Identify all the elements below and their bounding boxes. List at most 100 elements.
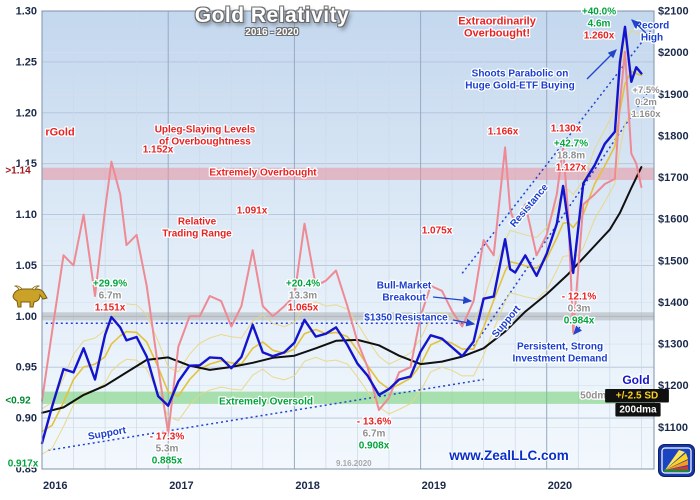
svg-text:$1500: $1500: [658, 255, 689, 267]
website-watermark: www.ZealLLC.com: [449, 448, 569, 463]
svg-text:Persistent, Strong: Persistent, Strong: [517, 342, 603, 353]
correction-stats-2020: - 12.1%0.3m0.984x: [560, 290, 597, 328]
svg-text:$1700: $1700: [658, 172, 689, 184]
svg-text:6.7m: 6.7m: [363, 429, 386, 440]
svg-text:$1800: $1800: [658, 130, 689, 142]
svg-text:1.091x: 1.091x: [237, 206, 268, 217]
svg-text:<0.92: <0.92: [5, 396, 31, 407]
svg-text:50dma: 50dma: [580, 391, 612, 402]
svg-text:4.6m: 4.6m: [588, 19, 611, 30]
svg-text:Trading Range: Trading Range: [162, 229, 232, 240]
start-value: 0.917x: [6, 457, 40, 471]
svg-text:$1100: $1100: [658, 422, 688, 434]
extremely-overbought: Extremely Overbought: [208, 166, 319, 180]
svg-text:0.3m: 0.3m: [568, 304, 591, 315]
svg-text:2017: 2017: [169, 480, 193, 492]
legend-sd-band: +/-2.5 SD: [605, 389, 669, 403]
peak-1130: 1.130x: [549, 122, 583, 136]
upleg-stats-aug2020: +40.0%4.6m1.260x: [581, 5, 618, 43]
svg-text:+29.9%: +29.9%: [93, 279, 127, 290]
svg-text:1.00: 1.00: [16, 311, 37, 323]
svg-text:1.127x: 1.127x: [556, 163, 587, 174]
svg-text:$2000: $2000: [658, 47, 689, 59]
svg-text:0.90: 0.90: [16, 413, 37, 425]
svg-text:Extraordinarily: Extraordinarily: [458, 15, 537, 27]
peak-1091: 1.091x: [235, 204, 269, 218]
svg-text:Investment Demand: Investment Demand: [512, 354, 607, 365]
svg-text:Gold: Gold: [622, 373, 649, 387]
extremely-oversold: Extremely Oversold: [218, 395, 315, 409]
svg-text:1.25: 1.25: [16, 56, 37, 68]
svg-text:0.2m: 0.2m: [635, 97, 657, 108]
svg-text:+/-2.5 SD: +/-2.5 SD: [616, 391, 659, 402]
svg-text:Overbought!: Overbought!: [464, 27, 530, 39]
svg-text:13.3m: 13.3m: [289, 291, 317, 302]
svg-text:$1400: $1400: [658, 297, 689, 309]
svg-text:Relative: Relative: [178, 217, 217, 228]
svg-text:0.908x: 0.908x: [359, 441, 390, 452]
svg-text:$1300: $1300: [658, 339, 689, 351]
rgold-label: rGold: [44, 125, 76, 140]
svg-text:of Overboughtness: of Overboughtness: [159, 137, 251, 148]
svg-text:1.166x: 1.166x: [488, 127, 519, 138]
peak-1152: 1.152x: [141, 143, 175, 157]
svg-text:18.8m: 18.8m: [557, 151, 585, 162]
svg-text:$2100: $2100: [658, 6, 689, 18]
correction-stats-2018: - 13.6%6.7m0.908x: [355, 415, 392, 453]
svg-text:1.130x: 1.130x: [551, 124, 582, 135]
svg-text:1.10: 1.10: [16, 209, 37, 221]
svg-text:>1.14: >1.14: [5, 166, 31, 177]
minor-upleg-stats: +7.5%0.2m1.160x: [630, 84, 662, 122]
legend-200dma: 200dma: [615, 403, 661, 417]
svg-text:+40.0%: +40.0%: [582, 7, 616, 18]
svg-text:1.151x: 1.151x: [95, 303, 126, 314]
svg-text:0.917x: 0.917x: [8, 459, 39, 470]
gold-series-label: Gold: [621, 372, 651, 389]
svg-text:2016: 2016: [43, 480, 67, 492]
threshold-oversold: <0.92: [4, 394, 32, 408]
svg-text:0.885x: 0.885x: [152, 456, 183, 467]
svg-text:Upleg-Slaying Levels: Upleg-Slaying Levels: [155, 125, 256, 136]
svg-text:High: High: [641, 33, 663, 44]
legend-50dma: 50dma: [579, 389, 614, 403]
svg-text:1.30: 1.30: [16, 6, 37, 18]
svg-text:rGold: rGold: [45, 126, 74, 138]
svg-text:- 17.3%: - 17.3%: [150, 432, 185, 443]
correction-stats-2016: - 17.3%5.3m0.885x: [148, 430, 185, 468]
svg-text:Huge Gold-ETF Buying: Huge Gold-ETF Buying: [465, 81, 574, 92]
bull-icon: [10, 280, 48, 313]
upleg-stats-2017: +20.4%13.3m1.065x: [285, 277, 322, 315]
threshold-overbought: >1.14: [4, 164, 32, 178]
svg-text:2020: 2020: [548, 480, 572, 492]
svg-text:+20.4%: +20.4%: [286, 279, 320, 290]
svg-text:5.3m: 5.3m: [156, 444, 179, 455]
peak-1075: 1.075x: [420, 224, 454, 238]
svg-text:$1350 Resistance: $1350 Resistance: [364, 313, 448, 324]
svg-text:+7.5%: +7.5%: [632, 85, 660, 96]
svg-text:$1900: $1900: [658, 89, 689, 101]
svg-text:2018: 2018: [295, 480, 319, 492]
svg-text:1.075x: 1.075x: [422, 226, 453, 237]
bull-stats-current: +42.7%18.8m1.127x: [553, 137, 590, 175]
svg-text:1.152x: 1.152x: [143, 145, 174, 156]
svg-text:Extremely Oversold: Extremely Oversold: [219, 397, 313, 408]
chart-date: 9.16.2020: [336, 459, 372, 468]
svg-text:0.984x: 0.984x: [564, 316, 595, 327]
upleg-stats-2016: +29.9%6.7m1.151x: [92, 277, 129, 315]
svg-text:0.95: 0.95: [16, 362, 37, 374]
svg-text:200dma: 200dma: [619, 405, 657, 416]
svg-text:2019: 2019: [422, 480, 446, 492]
svg-text:$1600: $1600: [658, 214, 689, 226]
svg-text:Record: Record: [635, 21, 669, 32]
svg-text:Extremely Overbought: Extremely Overbought: [209, 168, 317, 179]
svg-text:- 12.1%: - 12.1%: [562, 292, 597, 303]
svg-text:- 13.6%: - 13.6%: [357, 417, 392, 428]
svg-text:Breakout: Breakout: [382, 293, 426, 304]
